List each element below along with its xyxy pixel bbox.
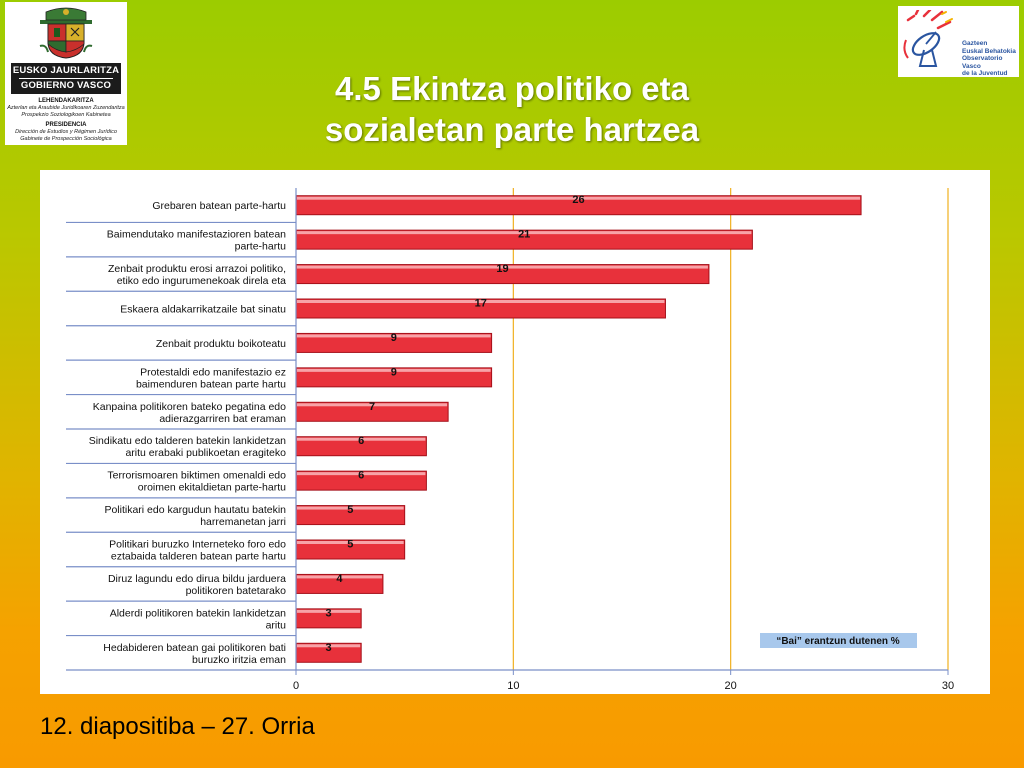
x-tick-label: 30: [942, 680, 954, 692]
category-label-line: Zenbait produktu erosi arrazoi politiko,: [108, 263, 286, 275]
data-label: 19: [496, 263, 508, 275]
category-label-line: Eskaera aldakarrikatzaile bat sinatu: [120, 304, 286, 316]
category-label-line: Zenbait produktu boikoteatu: [156, 338, 286, 350]
x-tick-label: 10: [507, 680, 519, 692]
logo-line-behatokia: Euskal Behatokia: [962, 47, 1016, 55]
category-label: Sindikatu edo talderen batekin lankidetz…: [89, 435, 286, 459]
category-label-line: buruzko iritzia eman: [192, 654, 286, 666]
slide-title-line-2: sozialetan parte hartzea: [324, 111, 700, 148]
category-label-line: Terrorismoaren biktimen omenaldi edo: [107, 470, 286, 482]
category-label: Grebaren batean parte-hartu: [152, 200, 286, 212]
logo-line-direccion: Dirección de Estudios y Régimen Jurídico: [15, 129, 117, 135]
logo-line-gabinete: Gabinete de Prospección Sociológica: [20, 136, 112, 142]
legend-box: [760, 633, 917, 648]
logo-line-juventud: de la Juventud: [962, 70, 1008, 77]
data-label: 7: [369, 401, 375, 413]
data-label: 3: [326, 607, 332, 619]
coat-of-arms-icon: [39, 7, 93, 59]
category-label-line: aritu: [266, 619, 287, 631]
data-label: 17: [475, 298, 487, 310]
category-label: Diruz lagundu edo dirua bildu jarduera po…: [108, 573, 286, 597]
category-label-line: Grebaren batean parte-hartu: [152, 200, 286, 212]
chart-panel: 26 Grebaren batean parte-hartu 21 Baimendut…: [40, 170, 990, 694]
data-label: 26: [572, 194, 584, 206]
logo-line-gobierno-vasco: GOBIERNO VASCO: [20, 80, 112, 91]
category-label: Hedabideren batean gai politikoren bati b…: [103, 642, 286, 666]
logo-line-presidencia: PRESIDENCIA: [45, 122, 87, 128]
category-label-line: eztabaida talderen batean parte hartu: [111, 551, 286, 563]
bar-highlight: [297, 472, 426, 476]
category-label-line: Kanpaina politikoren bateko pegatina edo: [93, 401, 286, 413]
satellite-dish-icon: [903, 10, 953, 67]
category-label-line: baimenduren batean parte hartu: [136, 378, 286, 390]
x-tick-label: 0: [293, 680, 299, 692]
category-label-line: aritu erabaki publikoetan eragiteko: [125, 447, 286, 459]
category-label-line: Politikari buruzko Interneteko foro edo: [109, 539, 286, 551]
participation-bar-chart: 26 Grebaren batean parte-hartu 21 Baimendut…: [66, 188, 954, 692]
legend-label: “Bai” erantzun dutenen %: [776, 636, 899, 647]
bar-highlight: [297, 541, 404, 544]
logo-line-observatorio: Observatorio Vasco: [962, 55, 1003, 70]
category-label-line: politikoren batetarako: [186, 585, 287, 597]
data-label: 4: [336, 573, 343, 585]
category-label: Politikari edo kargudun hautatu batekin h…: [104, 504, 286, 528]
bar-highlight: [297, 196, 861, 200]
logo-line-zuzendaritza: Azterlan eta Araubide Juridikoaren Zuzen…: [7, 105, 125, 111]
category-label: Baimendutako manifestazioren batean parte…: [107, 229, 286, 253]
data-label: 21: [518, 229, 530, 241]
category-label: Zenbait produktu boikoteatu: [156, 338, 286, 350]
bar-highlight: [297, 368, 491, 372]
bar-highlight: [297, 265, 708, 269]
category-label-line: Hedabideren batean gai politikoren bati: [103, 642, 286, 654]
category-label-line: parte-hartu: [235, 241, 287, 253]
basque-government-logo: EUSKO JAURLARITZA GOBIERNO VASCO LEHENDA…: [5, 2, 127, 145]
logo-line-eusko-jaurlaritza: EUSKO JAURLARITZA: [12, 65, 120, 76]
slide-title: 4.5 Ekintza politiko eta sozialetan part…: [200, 68, 824, 150]
category-label-line: Alderdi politikoren batekin lankidetzan: [110, 607, 286, 619]
category-label: Politikari buruzko Interneteko foro edo e…: [109, 539, 286, 563]
bar-highlight: [297, 575, 382, 579]
bar-highlight: [297, 231, 752, 235]
category-label: Kanpaina politikoren bateko pegatina edo…: [93, 401, 286, 425]
data-label: 6: [358, 435, 364, 447]
bar-highlight: [297, 437, 426, 441]
category-label: Zenbait produktu erosi arrazoi politiko,…: [108, 263, 286, 287]
category-label: Terrorismoaren biktimen omenaldi edo oroi…: [107, 470, 286, 494]
category-label: Alderdi politikoren batekin lankidetzan a…: [110, 607, 286, 631]
data-label: 9: [391, 366, 397, 378]
category-label-line: Baimendutako manifestazioren batean: [107, 229, 286, 241]
x-tick-label: 20: [725, 680, 737, 692]
category-label-line: harremanetan jarri: [200, 516, 286, 528]
category-label-line: oroimen ekitaldietan parte-hartu: [138, 482, 286, 494]
data-label: 5: [347, 504, 353, 516]
youth-observatory-logo: Gazteen Euskal Behatokia Observatorio Va…: [898, 6, 1019, 77]
category-label: Protestaldi edo manifestazio ez baimendur…: [136, 366, 286, 390]
data-label: 9: [391, 332, 397, 344]
category-label-line: Politikari edo kargudun hautatu batekin: [104, 504, 286, 516]
bar-highlight: [297, 334, 491, 338]
slide-title-line-1: 4.5 Ekintza politiko eta: [335, 70, 689, 107]
logo-line-kabinetea: Prospekzio Soziologikoen Kabinetea: [21, 112, 111, 118]
logo-line-gazteen: Gazteen: [962, 40, 988, 47]
bar-highlight: [297, 506, 404, 510]
category-label-line: Protestaldi edo manifestazio ez: [140, 366, 286, 378]
data-label: 3: [326, 642, 332, 654]
category-label: Eskaera aldakarrikatzaile bat sinatu: [120, 304, 286, 316]
category-label-line: etiko edo ingurumenekoak direla eta: [117, 275, 286, 287]
bar-highlight: [297, 644, 361, 648]
slide-footer: 12. diapositiba – 27. Orria: [40, 713, 315, 740]
category-label-line: Sindikatu edo talderen batekin lankidetz…: [89, 435, 286, 447]
bar-highlight: [297, 403, 448, 407]
logo-line-lehendakaritza: LEHENDAKARITZA: [38, 98, 94, 104]
category-label-line: adierazgarriren bat eraman: [159, 413, 286, 425]
category-label-line: Diruz lagundu edo dirua bildu jarduera: [108, 573, 286, 585]
bar-highlight: [297, 300, 665, 303]
bar-highlight: [297, 609, 361, 613]
data-label: 5: [347, 539, 353, 551]
data-label: 6: [358, 470, 364, 482]
